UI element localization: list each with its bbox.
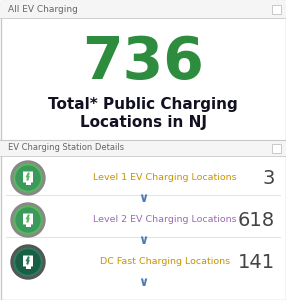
- FancyBboxPatch shape: [25, 224, 31, 227]
- Text: ∨: ∨: [138, 275, 148, 289]
- Circle shape: [14, 164, 42, 192]
- Text: Level 1 EV Charging Locations: Level 1 EV Charging Locations: [93, 173, 237, 182]
- Circle shape: [11, 245, 45, 279]
- FancyBboxPatch shape: [23, 256, 33, 266]
- FancyBboxPatch shape: [23, 214, 33, 224]
- Text: Total* Public Charging: Total* Public Charging: [48, 98, 238, 112]
- Circle shape: [16, 208, 40, 232]
- Text: 141: 141: [238, 253, 275, 272]
- Text: DC Fast Charging Locations: DC Fast Charging Locations: [100, 257, 230, 266]
- Text: Level 2 EV Charging Locations: Level 2 EV Charging Locations: [93, 215, 237, 224]
- Text: ∨: ∨: [138, 193, 148, 206]
- Circle shape: [11, 203, 45, 237]
- Circle shape: [16, 250, 40, 274]
- FancyBboxPatch shape: [25, 266, 31, 269]
- Circle shape: [11, 161, 45, 195]
- Text: All EV Charging: All EV Charging: [8, 4, 78, 14]
- Text: Locations in NJ: Locations in NJ: [80, 115, 206, 130]
- FancyBboxPatch shape: [272, 4, 281, 14]
- FancyBboxPatch shape: [25, 182, 31, 185]
- FancyBboxPatch shape: [1, 1, 285, 19]
- FancyBboxPatch shape: [23, 172, 33, 182]
- Text: 3: 3: [263, 169, 275, 188]
- FancyBboxPatch shape: [272, 143, 281, 152]
- Circle shape: [14, 248, 42, 276]
- Circle shape: [16, 166, 40, 190]
- Text: 736: 736: [82, 34, 204, 91]
- FancyBboxPatch shape: [1, 140, 285, 156]
- Text: EV Charging Station Details: EV Charging Station Details: [8, 143, 124, 152]
- Text: ∨: ∨: [138, 235, 148, 248]
- Text: 618: 618: [238, 211, 275, 230]
- Circle shape: [14, 206, 42, 234]
